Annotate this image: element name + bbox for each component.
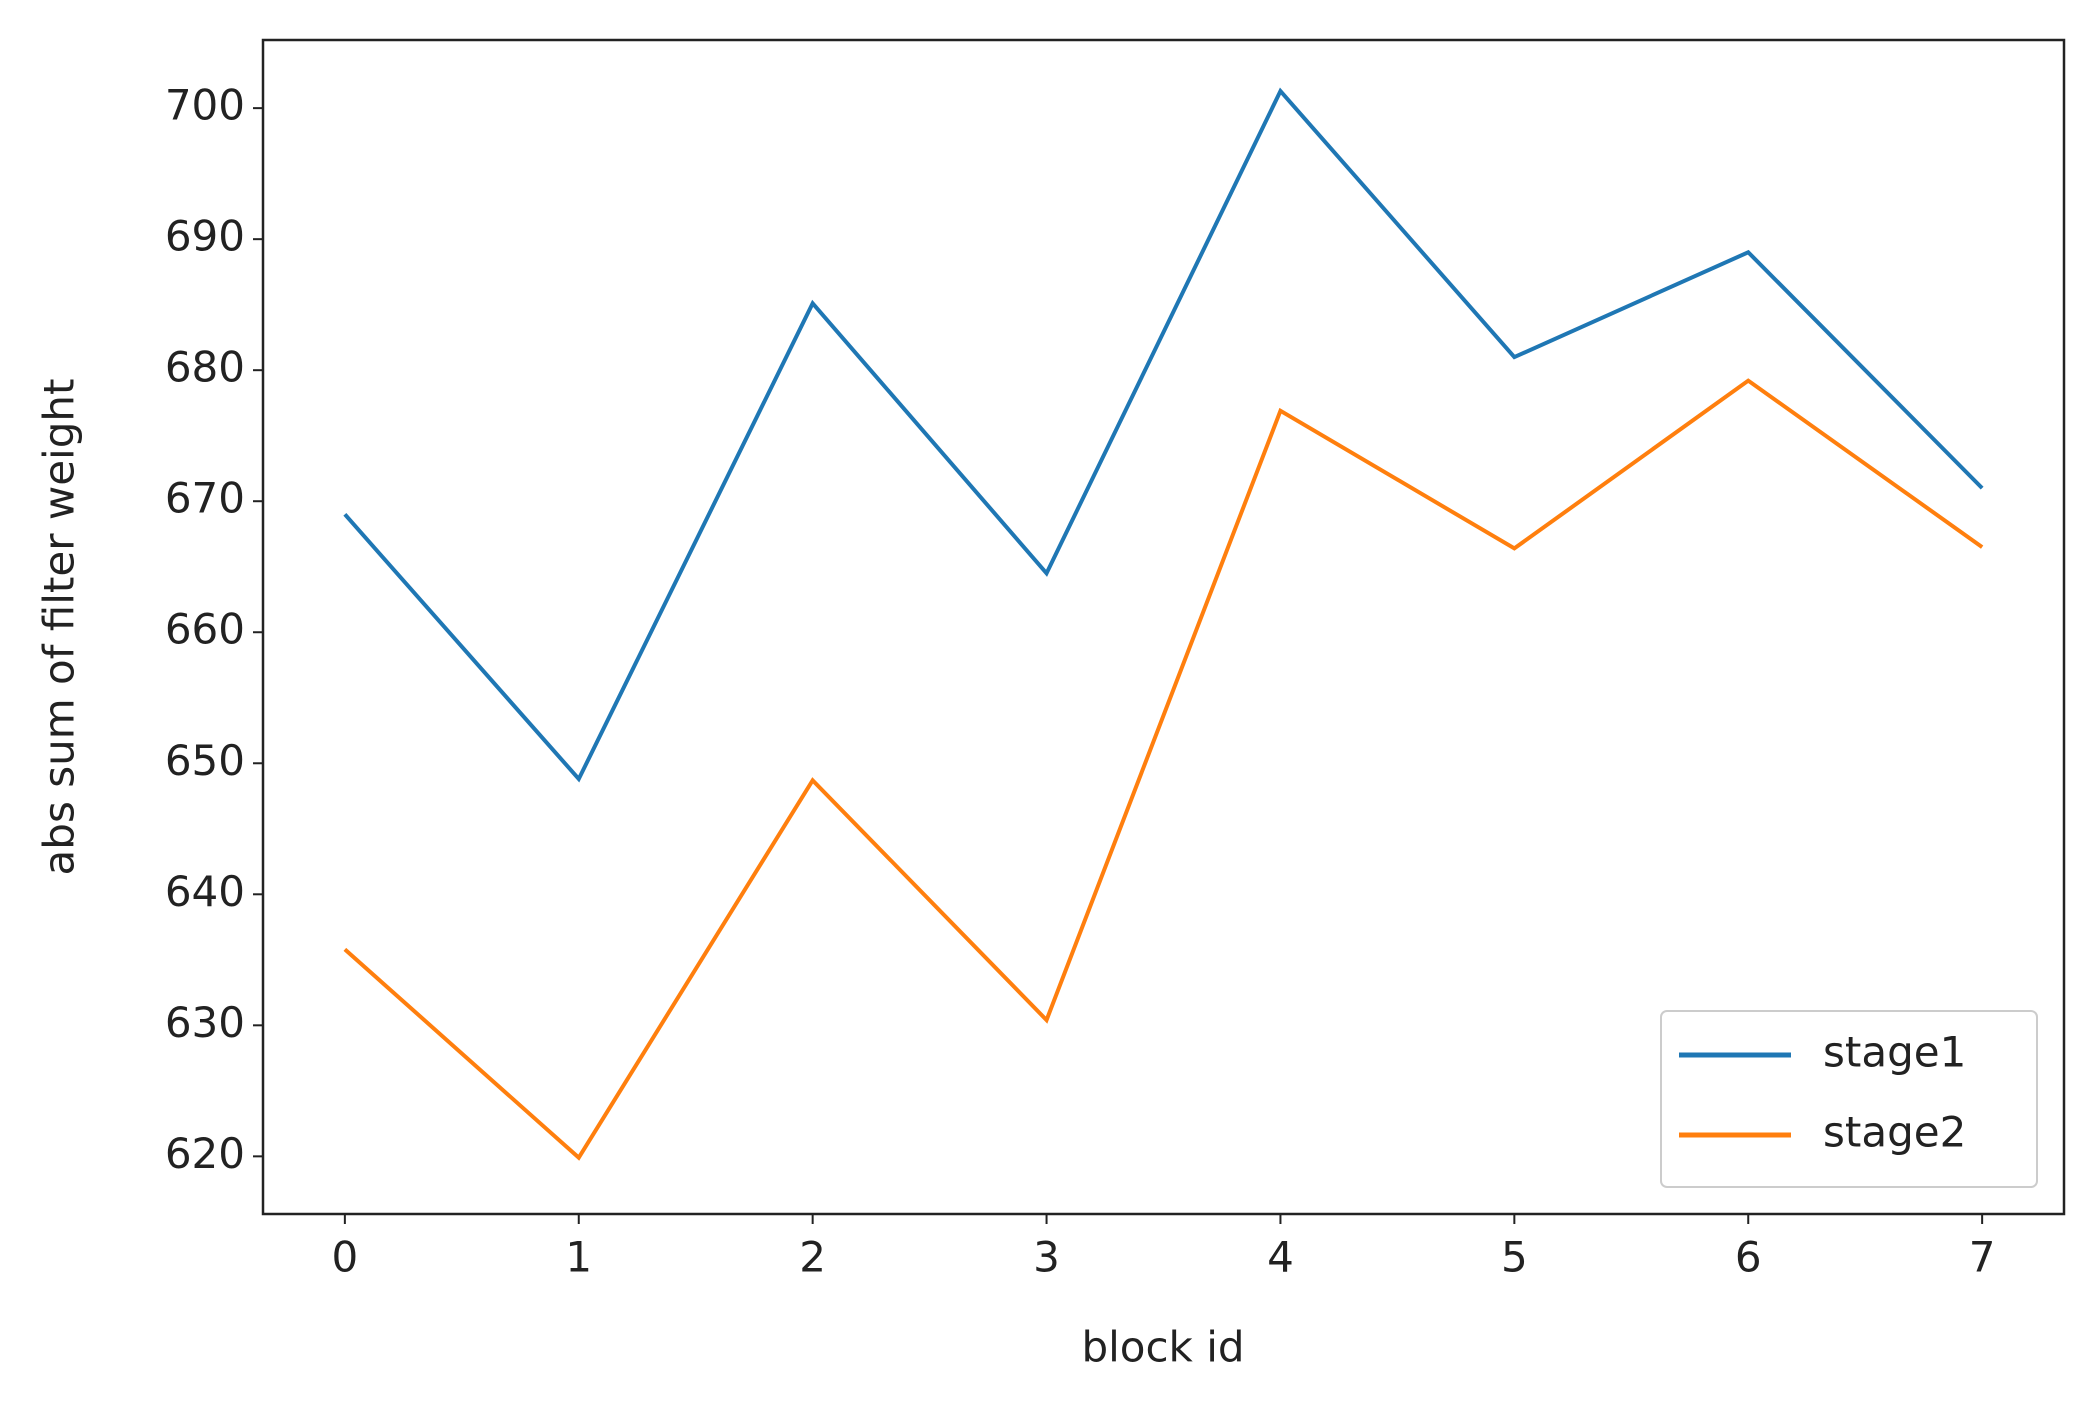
x-tick-label: 0 bbox=[331, 1233, 358, 1282]
y-tick-label: 670 bbox=[165, 474, 245, 523]
legend-label: stage1 bbox=[1823, 1028, 1966, 1077]
y-tick-label: 640 bbox=[165, 867, 245, 916]
plot-frame bbox=[261, 38, 2066, 1216]
line-series bbox=[343, 87, 1984, 783]
y-tick-label: 630 bbox=[165, 998, 245, 1047]
y-tick-label: 680 bbox=[165, 343, 245, 392]
line-series bbox=[343, 378, 1984, 1161]
y-tick-label: 620 bbox=[165, 1129, 245, 1178]
y-tick-label: 690 bbox=[165, 212, 245, 261]
x-tick-label: 7 bbox=[1969, 1233, 1996, 1282]
y-tick-label: 700 bbox=[165, 81, 245, 130]
x-tick-label: 6 bbox=[1735, 1233, 1762, 1282]
y-tick-label: 660 bbox=[165, 605, 245, 654]
x-tick-label: 5 bbox=[1501, 1233, 1528, 1282]
legend-label: stage2 bbox=[1823, 1108, 1966, 1157]
y-tick-label: 650 bbox=[165, 736, 245, 785]
y-axis-label: abs sum of filter weight bbox=[35, 379, 84, 876]
x-tick-label: 1 bbox=[565, 1233, 592, 1282]
x-tick-label: 4 bbox=[1267, 1233, 1294, 1282]
x-tick-label: 3 bbox=[1033, 1233, 1060, 1282]
x-axis-label: block id bbox=[1081, 1323, 1244, 1372]
x-tick-label: 2 bbox=[799, 1233, 826, 1282]
